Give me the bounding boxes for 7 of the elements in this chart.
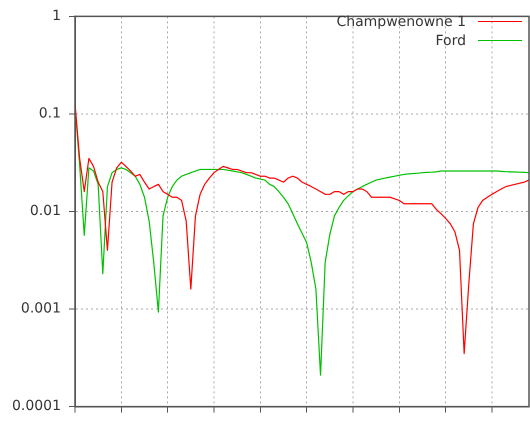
legend-label: Champwenowne 1 xyxy=(336,14,466,30)
y-tick-label: 0.001 xyxy=(20,300,61,317)
y-tick-label: 0.0001 xyxy=(12,398,61,414)
y-tick-label: 0.01 xyxy=(30,203,61,220)
y-tick-label: 1 xyxy=(52,8,61,24)
y-tick-label: 0.1 xyxy=(38,106,61,122)
legend-label: Ford xyxy=(435,32,466,48)
